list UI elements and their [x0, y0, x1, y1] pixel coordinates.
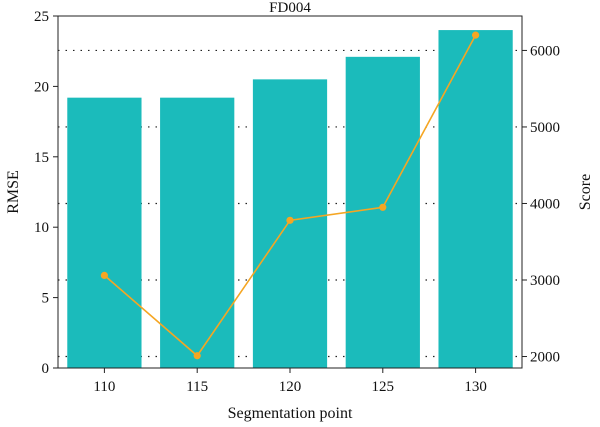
x-tick-label: 115 [186, 379, 208, 395]
right-axis-title: Score [577, 174, 594, 210]
x-axis-title: Segmentation point [228, 405, 353, 422]
left-axis-title: RMSE [5, 170, 22, 214]
left-tick-label: 5 [42, 291, 50, 307]
right-axis: 2000 3000 4000 5000 6000 [522, 43, 560, 366]
left-axis: 0 5 10 15 20 25 [34, 9, 58, 377]
score-point-110 [100, 271, 108, 280]
bar-110 [67, 97, 142, 368]
bars [67, 30, 513, 369]
right-tick-label: 5000 [530, 120, 560, 136]
x-tick-label: 130 [464, 379, 487, 395]
x-tick-label: 125 [372, 379, 395, 395]
right-tick-label: 6000 [530, 43, 560, 59]
left-tick-label: 15 [34, 150, 49, 166]
right-tick-label: 4000 [530, 196, 560, 212]
score-point-120 [286, 216, 294, 224]
chart-title: FD004 [269, 0, 311, 16]
bar-115 [160, 97, 235, 368]
left-tick-label: 20 [34, 79, 49, 95]
left-tick-label: 0 [42, 361, 50, 377]
right-tick-label: 2000 [530, 350, 560, 366]
bar-125 [345, 56, 420, 368]
x-tick-label: 120 [279, 379, 302, 395]
score-point-115 [193, 352, 201, 360]
x-axis: 110 115 120 125 130 [93, 368, 487, 395]
score-point-130 [472, 31, 480, 39]
bar-130 [438, 30, 513, 369]
score-point-125 [379, 203, 387, 211]
left-tick-label: 10 [34, 220, 49, 236]
score-line [100, 31, 480, 360]
left-tick-label: 25 [34, 9, 49, 25]
right-tick-label: 3000 [530, 273, 560, 289]
x-tick-label: 110 [93, 379, 115, 395]
